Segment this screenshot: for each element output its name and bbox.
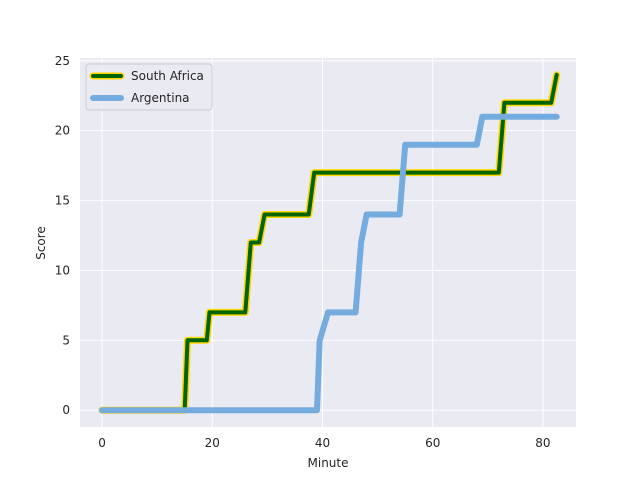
y-tick-label: 0 xyxy=(62,403,70,417)
x-axis-label: Minute xyxy=(308,456,349,470)
y-tick-label: 20 xyxy=(55,124,70,138)
series-line-argentina xyxy=(99,113,560,414)
legend: South Africa Argentina xyxy=(85,63,213,111)
grid xyxy=(80,58,576,427)
x-tick-label: 20 xyxy=(205,436,220,450)
legend-label-south-africa: South Africa xyxy=(131,69,204,83)
tick-labels: 0 20 40 60 80 0 5 10 15 20 25 xyxy=(55,54,551,450)
x-tick-label: 80 xyxy=(535,436,550,450)
y-tick-label: 25 xyxy=(55,54,70,68)
x-tick-label: 0 xyxy=(98,436,106,450)
y-tick-label: 15 xyxy=(55,194,70,208)
x-tick-label: 60 xyxy=(425,436,440,450)
y-tick-label: 10 xyxy=(55,263,70,277)
y-axis-label: Score xyxy=(34,226,48,260)
series-line-south-africa xyxy=(100,72,559,413)
series-layer xyxy=(98,71,561,414)
legend-swatches xyxy=(89,72,125,101)
y-tick-label: 5 xyxy=(62,333,70,347)
x-tick-label: 40 xyxy=(315,436,330,450)
legend-label-argentina: Argentina xyxy=(131,91,190,105)
